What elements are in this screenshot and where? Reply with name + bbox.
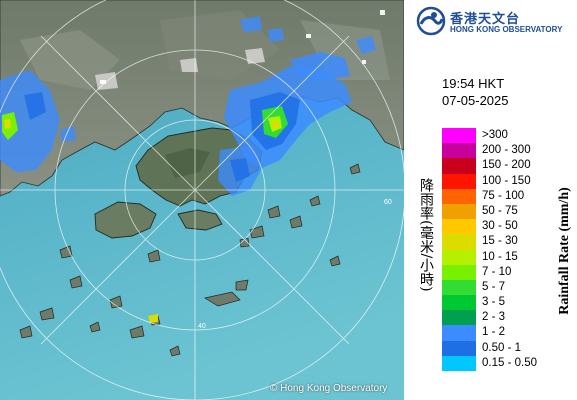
legend-label: 50 - 75: [482, 204, 518, 217]
legend-swatch: [442, 128, 476, 144]
legend-row: 30 - 50: [442, 219, 552, 235]
org-name-cn: 香港天文台: [450, 12, 521, 27]
rainfall-legend: >300 200 - 300 150 - 200 100 - 150 75 - 100 5…: [442, 128, 552, 371]
legend-label: 0.15 - 0.50: [482, 356, 537, 369]
radar-date: 07-05-2025: [442, 93, 509, 108]
legend-label: 200 - 300: [482, 144, 531, 157]
hko-logo: 香港天文台 HONG KONG OBSERVATORY: [416, 6, 574, 36]
legend-row: 0.15 - 0.50: [442, 355, 552, 371]
legend-swatch: [442, 143, 476, 159]
legend-title-en: Rainfall Rate (mm/h): [557, 186, 572, 315]
legend-swatch: [442, 173, 476, 189]
legend-row: 50 - 75: [442, 203, 552, 220]
legend-swatch: [442, 310, 476, 326]
range-rings: [0, 0, 404, 400]
legend-label: 7 - 10: [482, 265, 512, 278]
legend-swatch: [442, 279, 476, 296]
legend-label: 0.50 - 1: [482, 341, 521, 354]
legend-swatch: [442, 188, 476, 204]
legend-label: 30 - 50: [482, 220, 518, 233]
legend-swatch: [442, 264, 476, 280]
clutter-speckles: [100, 10, 385, 84]
lantau-island: [94, 201, 157, 239]
urban-patch: [180, 58, 198, 72]
legend-panel: 香港天文台 HONG KONG OBSERVATORY 19:54 HKT 07…: [404, 0, 577, 400]
legend-swatch: [442, 249, 476, 265]
urban-patch: [95, 72, 118, 90]
legend-title-cn: 降雨率(毫米/小時): [418, 178, 434, 292]
legend-label: 15 - 30: [482, 235, 518, 248]
legend-label: 10 - 15: [482, 250, 518, 263]
legend-row: 7 - 10: [442, 264, 552, 280]
radar-map-svg: 60 40: [0, 0, 404, 400]
hills: [165, 148, 210, 178]
copyright-text: © Hong Kong Observatory: [270, 383, 388, 394]
radar-map: 60 40 © Hong Kong Observatory: [0, 0, 404, 400]
legend-row: 100 - 150: [442, 173, 552, 189]
hko-logo-icon: [416, 6, 446, 36]
legend-swatch: [442, 355, 476, 371]
legend-label: 3 - 5: [482, 296, 506, 309]
outlying-islands: [19, 163, 361, 357]
legend-row: 0.50 - 1: [442, 340, 552, 356]
legend-row: 150 - 200: [442, 158, 552, 174]
radar-time: 19:54 HKT: [442, 76, 505, 91]
legend-label: 100 - 150: [482, 174, 531, 187]
legend-label: >300: [482, 129, 508, 141]
legend-row: 200 - 300: [442, 143, 552, 159]
legend-swatch: [442, 203, 476, 220]
legend-swatch: [442, 234, 476, 250]
legend-title-en-wrap: Rainfall Rate (mm/h): [556, 128, 574, 373]
range-ring-label: 60: [384, 199, 392, 206]
urban-patch: [245, 48, 265, 64]
legend-row: 10 - 15: [442, 249, 552, 265]
legend-label: 75 - 100: [482, 189, 525, 202]
legend-row: 3 - 5: [442, 295, 552, 311]
legend-label: 150 - 200: [482, 159, 531, 172]
legend-swatch: [442, 295, 476, 311]
org-name-en: HONG KONG OBSERVATORY: [450, 25, 563, 34]
legend-swatch: [442, 158, 476, 174]
legend-swatch: [442, 340, 476, 356]
legend-row: >300: [442, 128, 552, 144]
legend-swatch: [442, 219, 476, 235]
legend-row: 2 - 3: [442, 310, 552, 326]
legend-swatch: [442, 325, 476, 341]
range-ring-label-inner: 40: [198, 323, 206, 330]
legend-label: 1 - 2: [482, 326, 506, 339]
legend-label: 5 - 7: [482, 280, 506, 293]
legend-row: 5 - 7: [442, 279, 552, 296]
hong-kong-island: [177, 209, 223, 231]
legend-row: 1 - 2: [442, 325, 552, 341]
rain-echoes: [0, 16, 376, 323]
legend-label: 2 - 3: [482, 311, 506, 324]
legend-row: 15 - 30: [442, 234, 552, 250]
legend-row: 75 - 100: [442, 188, 552, 204]
